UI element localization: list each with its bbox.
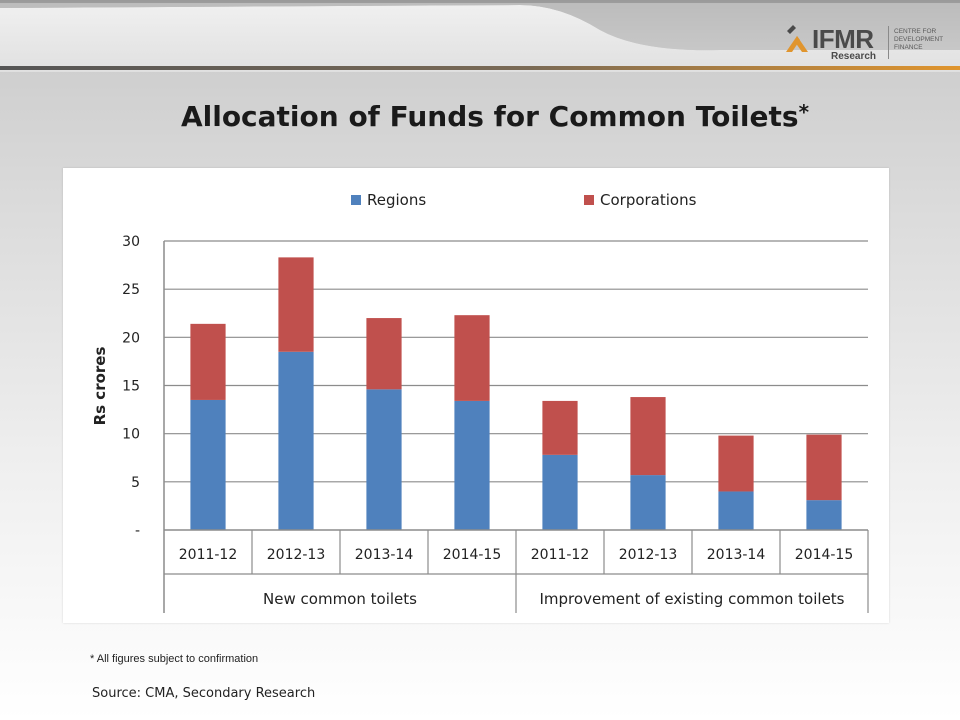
bar-regions-5	[542, 454, 578, 530]
x-tick-label: 2014-15	[443, 547, 502, 563]
x-group-label: Improvement of existing common toilets	[540, 590, 845, 608]
bar-regions-7	[718, 491, 754, 530]
footnote: * All figures subject to confirmation	[90, 653, 259, 665]
y-tick-label: -	[135, 523, 140, 539]
bar-corporations-4	[454, 315, 490, 401]
x-tick-labels: 2011-12 2012-13 2013-14 2014-15 2011-12 2012-…	[179, 547, 854, 563]
x-tick-label: 2013-14	[355, 547, 414, 563]
logo-name: IFMR	[812, 24, 874, 54]
bar-regions-8	[806, 500, 842, 530]
legend-label-regions: Regions	[367, 191, 426, 209]
x-tick-label: 2012-13	[619, 547, 678, 563]
chart-panel: Regions Corporations Rs crores - 5 10 15 20 2…	[63, 168, 889, 623]
legend-swatch-corporations	[584, 195, 594, 205]
logo-tagline-line: FINANCE	[894, 44, 923, 51]
bar-corporations-2	[278, 257, 314, 352]
bar-regions-6	[630, 475, 666, 530]
legend-label-corporations: Corporations	[600, 191, 697, 209]
y-tick-label: 20	[122, 330, 140, 346]
y-tick-label: 10	[122, 427, 140, 443]
x-tick-label: 2011-12	[531, 547, 590, 563]
source-note: Source: CMA, Secondary Research	[92, 686, 316, 701]
slide-title: Allocation of Funds for Common Toilets*	[0, 100, 960, 133]
bar-regions-1	[190, 399, 226, 530]
logo-mark-icon	[786, 20, 808, 52]
x-tick-label: 2013-14	[707, 547, 766, 563]
y-tick-label: 5	[131, 475, 140, 491]
bar-regions-4	[454, 400, 490, 530]
y-tick-labels: - 5 10 15 20 25 30	[122, 234, 140, 539]
stacked-bar-chart: Regions Corporations Rs crores - 5 10 15 20 2…	[91, 191, 869, 613]
bar-corporations-1	[190, 323, 226, 400]
y-tick-label: 15	[122, 379, 140, 395]
gridlines	[164, 240, 868, 483]
x-group-labels: New common toilets Improvement of existin…	[263, 590, 845, 608]
header-banner: IFMR Research CENTRE FOR DEVELOPMENT FIN…	[0, 0, 960, 72]
legend-swatch-regions	[351, 195, 361, 205]
bars	[190, 257, 842, 530]
header-banner-graphic	[0, 0, 960, 72]
bar-regions-2	[278, 351, 314, 530]
ifmr-logo: IFMR Research CENTRE FOR DEVELOPMENT FIN…	[784, 14, 944, 64]
legend: Regions Corporations	[351, 191, 697, 209]
bar-regions-3	[366, 389, 402, 530]
bar-corporations-6	[630, 397, 666, 476]
x-tick-label: 2011-12	[179, 547, 238, 563]
y-tick-label: 30	[122, 234, 140, 250]
bar-corporations-3	[366, 318, 402, 390]
logo-tagline-line: DEVELOPMENT	[894, 36, 944, 43]
title-footnote-mark: *	[798, 100, 810, 124]
x-tick-label: 2014-15	[795, 547, 854, 563]
logo-subname: Research	[831, 51, 877, 62]
bar-corporations-5	[542, 400, 578, 455]
bar-corporations-7	[718, 435, 754, 492]
logo-divider	[888, 26, 889, 59]
slide-title-text: Allocation of Funds for Common Toilets	[180, 100, 799, 133]
logo-tagline-line: CENTRE FOR	[894, 28, 937, 35]
y-tick-label: 25	[122, 282, 140, 298]
x-group-label: New common toilets	[263, 590, 417, 608]
y-axis-label: Rs crores	[91, 347, 109, 426]
x-tick-label: 2012-13	[267, 547, 326, 563]
logo-tagline: CENTRE FOR DEVELOPMENT FINANCE	[894, 28, 954, 52]
axes	[163, 241, 869, 613]
bar-corporations-8	[806, 434, 842, 501]
